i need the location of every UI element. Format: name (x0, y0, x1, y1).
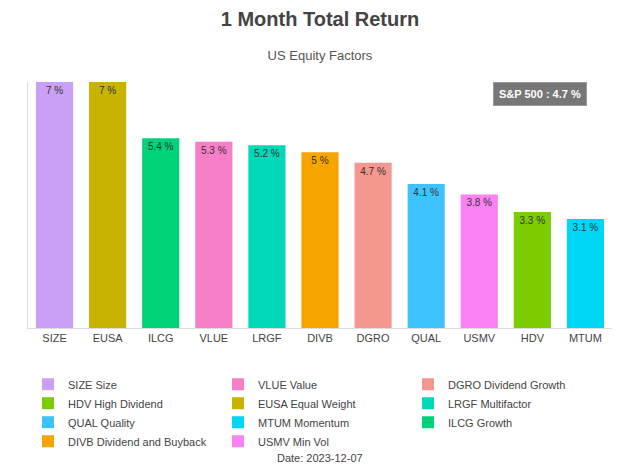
svg-text:7 %: 7 % (46, 85, 63, 96)
svg-text:7 %: 7 % (99, 85, 116, 96)
svg-text:5.3 %: 5.3 % (201, 145, 227, 156)
svg-text:DIVB Dividend and Buyback: DIVB Dividend and Buyback (68, 436, 207, 448)
svg-text:1 Month Total Return: 1 Month Total Return (221, 8, 420, 30)
svg-text:3.3 %: 3.3 % (520, 215, 546, 226)
svg-text:ILCG Growth: ILCG Growth (448, 417, 512, 429)
svg-text:QUAL: QUAL (411, 332, 441, 344)
svg-text:EUSA Equal Weight: EUSA Equal Weight (258, 398, 356, 410)
svg-text:ILCG: ILCG (148, 332, 174, 344)
svg-text:SIZE Size: SIZE Size (68, 379, 117, 391)
svg-text:5.4 %: 5.4 % (148, 141, 174, 152)
svg-text:MTUM Momentum: MTUM Momentum (258, 417, 349, 429)
svg-text:DGRO: DGRO (357, 332, 390, 344)
svg-text:DIVB: DIVB (307, 332, 333, 344)
svg-text:LRGF: LRGF (252, 332, 282, 344)
svg-text:DGRO Dividend Growth: DGRO Dividend Growth (448, 379, 565, 391)
svg-text:Date: 2023-12-07: Date: 2023-12-07 (277, 452, 363, 464)
svg-text:4.1 %: 4.1 % (413, 187, 439, 198)
svg-text:SIZE: SIZE (42, 332, 66, 344)
svg-text:3.1 %: 3.1 % (573, 222, 599, 233)
svg-text:US Equity Factors: US Equity Factors (268, 48, 373, 63)
svg-text:LRGF Multifactor: LRGF Multifactor (448, 398, 531, 410)
svg-text:VLUE: VLUE (199, 332, 228, 344)
svg-text:S&P 500 : 4.7 %: S&P 500 : 4.7 % (499, 88, 581, 100)
svg-text:5.2 %: 5.2 % (254, 148, 280, 159)
svg-text:VLUE Value: VLUE Value (258, 379, 317, 391)
svg-text:EUSA: EUSA (93, 332, 124, 344)
svg-text:3.8 %: 3.8 % (466, 197, 492, 208)
svg-text:HDV High Dividend: HDV High Dividend (68, 398, 163, 410)
svg-text:4.7 %: 4.7 % (360, 166, 386, 177)
svg-text:HDV: HDV (521, 332, 545, 344)
svg-text:USMV Min Vol: USMV Min Vol (258, 436, 329, 448)
svg-text:MTUM: MTUM (569, 332, 602, 344)
svg-text:QUAL Quality: QUAL Quality (68, 417, 135, 429)
svg-text:USMV: USMV (463, 332, 495, 344)
svg-text:5 %: 5 % (311, 155, 328, 166)
